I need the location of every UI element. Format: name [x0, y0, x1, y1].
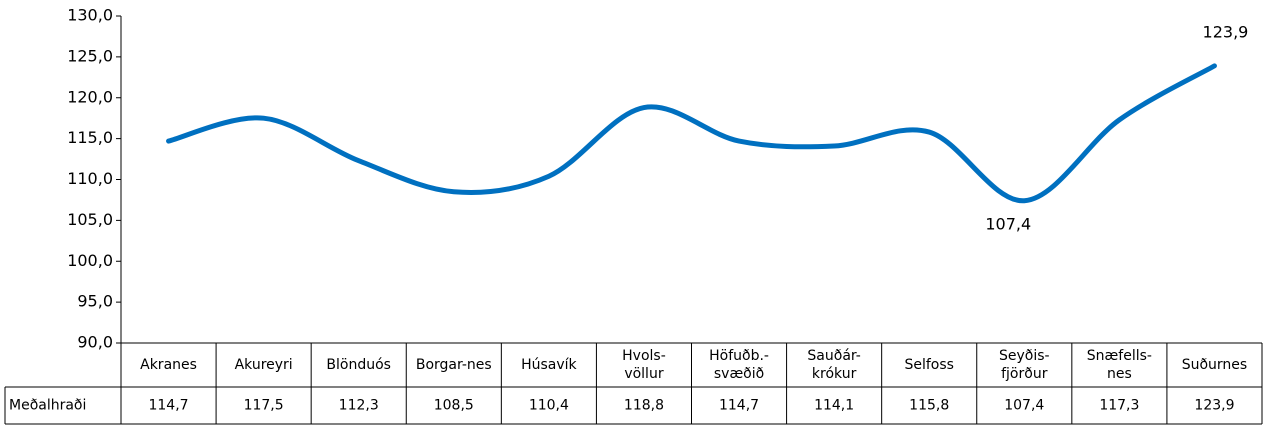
x-tick-label: Sauðár-krókur	[807, 348, 860, 382]
table-value: 112,3	[339, 398, 379, 414]
table-value: 123,9	[1194, 398, 1234, 414]
table-value: 117,5	[244, 398, 284, 414]
table-value: 114,7	[148, 398, 188, 414]
y-tick-label: 95,0	[77, 292, 113, 311]
y-tick-label: 115,0	[67, 128, 113, 147]
x-tick-label: Selfoss	[904, 357, 953, 373]
x-tick-label: Hvols-völlur	[622, 348, 666, 382]
x-tick-label: Suðurnes	[1182, 357, 1248, 373]
table-value: 115,8	[909, 398, 949, 414]
x-tick-label: Akranes	[140, 357, 197, 373]
table-value: 114,7	[719, 398, 759, 414]
y-tick-label: 130,0	[67, 6, 113, 25]
y-tick-label: 100,0	[67, 251, 113, 270]
y-tick-label: 120,0	[67, 87, 113, 106]
table-value: 108,5	[434, 398, 474, 414]
y-tick-label: 125,0	[67, 46, 113, 65]
x-tick-label: Blönduós	[326, 357, 391, 373]
data-label: 107,4	[985, 214, 1031, 233]
table-value: 117,3	[1099, 398, 1139, 414]
x-tick-label: Akureyri	[235, 357, 293, 373]
y-tick-label: 90,0	[77, 333, 113, 352]
x-tick-label: Húsavík	[521, 357, 577, 373]
data-label: 123,9	[1203, 22, 1249, 41]
table-value: 118,8	[624, 398, 664, 414]
y-tick-label: 110,0	[67, 169, 113, 188]
x-tick-label: Snæfells-nes	[1087, 348, 1152, 382]
table-value: 107,4	[1004, 398, 1044, 414]
x-tick-label: Seyðis-fjörður	[999, 348, 1050, 382]
table-value: 114,1	[814, 398, 854, 414]
x-tick-label: Borgar-nes	[416, 357, 492, 373]
line	[166, 63, 1217, 204]
x-tick-label: Höfuðb.-svæðið	[709, 348, 769, 382]
y-tick-label: 105,0	[67, 210, 113, 229]
row-label: Meðalhraði	[9, 398, 86, 414]
table-value: 110,4	[529, 398, 569, 414]
